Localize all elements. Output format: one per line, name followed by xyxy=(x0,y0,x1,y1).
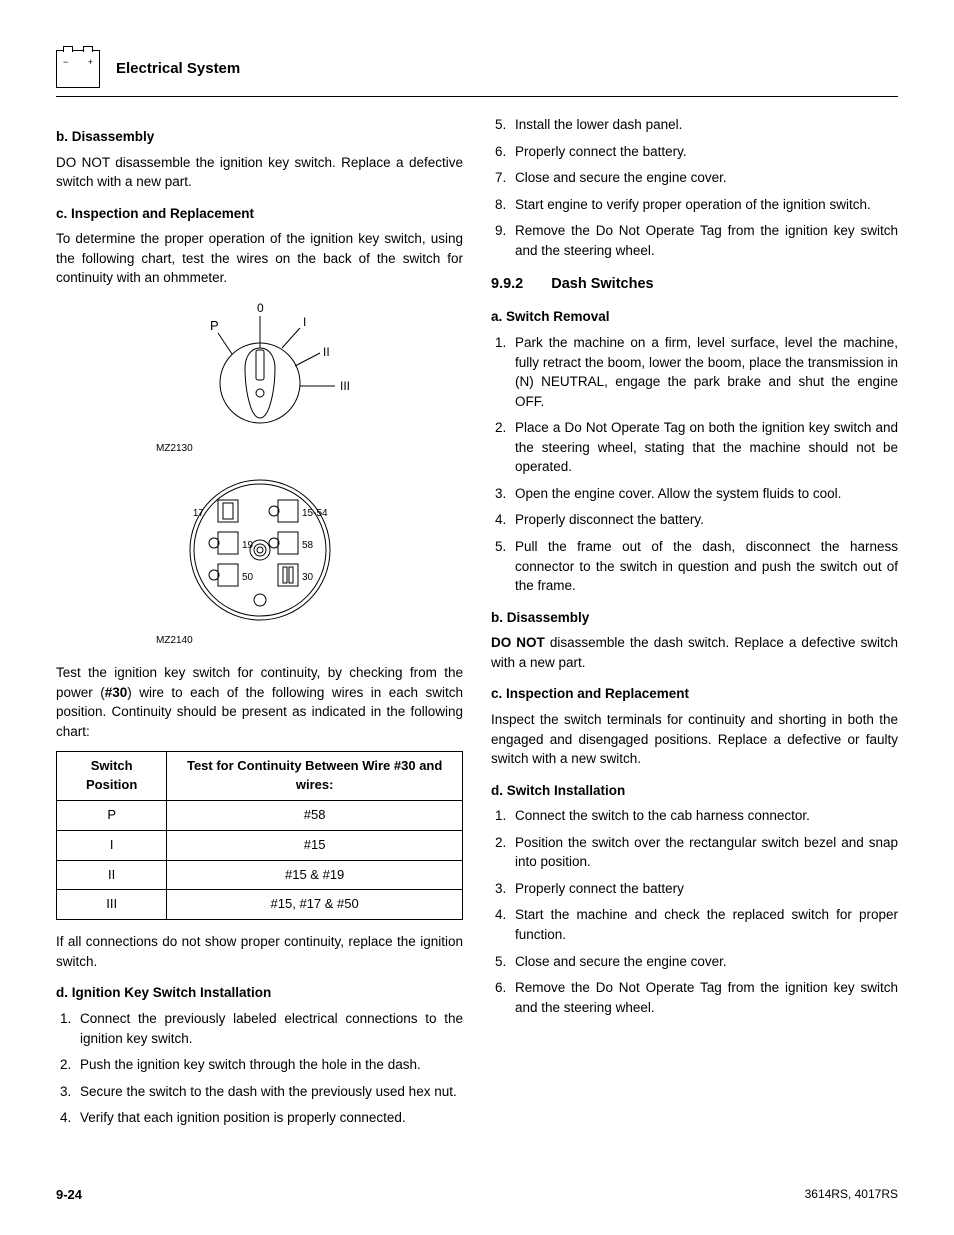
list-item: Properly disconnect the battery. xyxy=(491,510,898,530)
pos-II: II xyxy=(323,345,330,359)
para-c: To determine the proper operation of the… xyxy=(56,229,463,288)
para-b: DO NOT disassemble the ignition key swit… xyxy=(56,153,463,192)
list-a: Park the machine on a firm, level surfac… xyxy=(491,333,898,596)
heading-b: b. Disassembly xyxy=(56,127,463,147)
para-c2: Inspect the switch terminals for continu… xyxy=(491,710,898,769)
fig2-label: MZ2140 xyxy=(56,634,463,649)
section-title: Electrical System xyxy=(116,58,240,80)
list-item: Verify that each ignition position is pr… xyxy=(56,1108,463,1128)
test-intro: Test the ignition key switch for continu… xyxy=(56,663,463,741)
section-name: Dash Switches xyxy=(551,274,653,295)
list-item: Position the switch over the rectangular… xyxy=(491,833,898,872)
key-switch-top-svg: P 0 I II III xyxy=(150,298,370,438)
page-number: 9-24 xyxy=(56,1186,82,1205)
list-item: Push the ignition key switch through the… xyxy=(56,1055,463,1075)
heading-d2: d. Switch Installation xyxy=(491,781,898,801)
heading-b2: b. Disassembly xyxy=(491,608,898,628)
list-item: Properly connect the battery xyxy=(491,879,898,899)
list-item: Place a Do Not Operate Tag on both the i… xyxy=(491,418,898,477)
table-row: P#58 xyxy=(57,800,463,830)
list-item: Properly connect the battery. xyxy=(491,142,898,162)
list-item: Start the machine and check the replaced… xyxy=(491,905,898,944)
list-item: Close and secure the engine cover. xyxy=(491,168,898,188)
para-b2: DO NOT disassemble the dash switch. Repl… xyxy=(491,633,898,672)
pos-0: 0 xyxy=(257,301,264,315)
term-30: 30 xyxy=(302,572,314,583)
list-item: Connect the previously labeled electrica… xyxy=(56,1009,463,1048)
heading-d: d. Ignition Key Switch Installation xyxy=(56,983,463,1003)
content-columns: b. Disassembly DO NOT disassemble the ig… xyxy=(56,115,898,1136)
page-header: −+ Electrical System xyxy=(56,50,898,97)
left-column: b. Disassembly DO NOT disassemble the ig… xyxy=(56,115,463,1136)
term-19: 19 xyxy=(242,540,254,551)
list-item: Connect the switch to the cab harness co… xyxy=(491,806,898,826)
table-row: III#15, #17 & #50 xyxy=(57,890,463,920)
pos-P: P xyxy=(210,318,219,333)
list-d2: Connect the switch to the cab harness co… xyxy=(491,806,898,1017)
battery-icon: −+ xyxy=(56,50,100,88)
table-row: I#15 xyxy=(57,830,463,860)
list-item: Remove the Do Not Operate Tag from the i… xyxy=(491,978,898,1017)
th-wires: Test for Continuity Between Wire #30 and… xyxy=(167,752,463,801)
figure-key-switch-back: 17 15-54 19 58 50 30 MZ2140 xyxy=(56,470,463,649)
th-position: Switch Position xyxy=(57,752,167,801)
term-1554: 15-54 xyxy=(302,508,328,519)
right-column: Install the lower dash panel. Properly c… xyxy=(491,115,898,1136)
heading-a: a. Switch Removal xyxy=(491,307,898,327)
key-switch-back-svg: 17 15-54 19 58 50 30 xyxy=(160,470,360,630)
table-row: II#15 & #19 xyxy=(57,860,463,890)
page-footer: 9-24 3614RS, 4017RS xyxy=(56,1186,898,1205)
section-heading: 9.9.2 Dash Switches xyxy=(491,274,898,295)
doc-model: 3614RS, 4017RS xyxy=(805,1186,898,1205)
list-item: Pull the frame out of the dash, disconne… xyxy=(491,537,898,596)
list-cont: Install the lower dash panel. Properly c… xyxy=(491,115,898,260)
list-item: Install the lower dash panel. xyxy=(491,115,898,135)
continuity-table: Switch Position Test for Continuity Betw… xyxy=(56,751,463,920)
list-item: Park the machine on a firm, level surfac… xyxy=(491,333,898,411)
heading-c: c. Inspection and Replacement xyxy=(56,204,463,224)
figure-key-switch-top: P 0 I II III MZ2130 xyxy=(56,298,463,457)
list-d: Connect the previously labeled electrica… xyxy=(56,1009,463,1128)
list-item: Secure the switch to the dash with the p… xyxy=(56,1082,463,1102)
section-number: 9.9.2 xyxy=(491,274,523,295)
term-50: 50 xyxy=(242,572,254,583)
pos-I: I xyxy=(303,315,306,329)
list-item: Open the engine cover. Allow the system … xyxy=(491,484,898,504)
heading-c2: c. Inspection and Replacement xyxy=(491,684,898,704)
pos-III: III xyxy=(340,379,350,393)
after-table: If all connections do not show proper co… xyxy=(56,932,463,971)
list-item: Start engine to verify proper operation … xyxy=(491,195,898,215)
list-item: Remove the Do Not Operate Tag from the i… xyxy=(491,221,898,260)
term-58: 58 xyxy=(302,540,314,551)
fig1-label: MZ2130 xyxy=(56,442,463,457)
list-item: Close and secure the engine cover. xyxy=(491,952,898,972)
term-17: 17 xyxy=(192,508,204,519)
